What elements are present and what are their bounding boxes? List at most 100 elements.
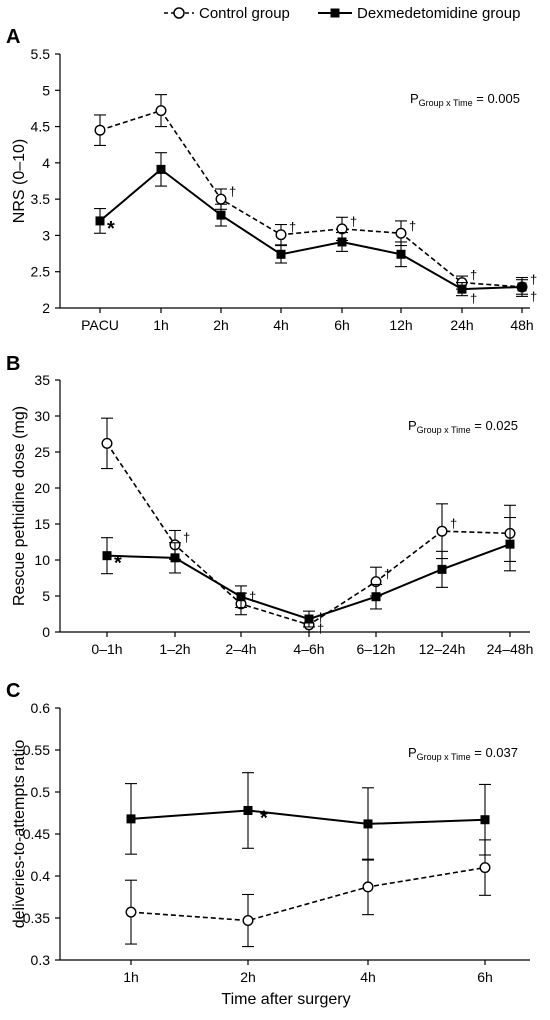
y-tick-label: 0.5 bbox=[31, 784, 51, 800]
data-point-dex bbox=[517, 282, 527, 292]
series-line-control bbox=[99, 109, 523, 288]
x-tick-label: PACU bbox=[81, 317, 119, 333]
x-tick-label: 24–48h bbox=[487, 641, 534, 657]
significance-dagger: † bbox=[470, 268, 477, 283]
data-point-dex bbox=[95, 216, 105, 226]
legend-control-marker bbox=[173, 7, 185, 19]
data-point-control bbox=[242, 915, 254, 927]
legend: Control group Dexmedetomidine group bbox=[164, 5, 520, 22]
data-point-dex bbox=[457, 284, 467, 294]
significance-star: * bbox=[114, 553, 122, 575]
chart-panel-a: A 2 2.5 3 3.5 4 4.5 5 5.5 PACU 1h 2h 4h 6h 12h 24h 48h NR… bbox=[6, 26, 537, 333]
significance-dagger: † bbox=[317, 610, 324, 625]
x-tick-label: 24h bbox=[450, 317, 473, 333]
x-tick-label: 4–6h bbox=[293, 641, 324, 657]
data-point-dex bbox=[276, 249, 286, 259]
data-point-dex bbox=[102, 551, 112, 561]
y-tick-label: 4.5 bbox=[31, 119, 51, 135]
x-tick-label: 48h bbox=[510, 317, 533, 333]
significance-dagger: † bbox=[183, 530, 190, 545]
significance-dagger: † bbox=[229, 184, 236, 199]
data-point-dex bbox=[170, 553, 180, 563]
y-axis-label: deliveries-to-attempts ratio bbox=[11, 740, 28, 929]
y-tick-label: 0.3 bbox=[31, 952, 51, 968]
x-tick-label: 6h bbox=[334, 317, 350, 333]
data-point-control bbox=[94, 124, 106, 136]
data-point-dex bbox=[304, 614, 314, 624]
y-axis-label: NRS (0–10) bbox=[11, 139, 28, 223]
chart-panel-b: B 0 5 10 15 20 25 30 35 0–1h 1–2h 2–4h 4–6h 6–12h 12–2… bbox=[6, 353, 533, 657]
y-tick-label: 0.45 bbox=[23, 826, 50, 842]
data-point-dex bbox=[505, 539, 515, 549]
data-point-control bbox=[479, 862, 491, 874]
data-point-dex bbox=[337, 237, 347, 247]
y-tick-label: 35 bbox=[34, 372, 50, 388]
series-line-dex bbox=[106, 543, 511, 621]
data-point-control bbox=[215, 193, 227, 205]
x-tick-label: 12–24h bbox=[419, 641, 466, 657]
x-tick-label: 4h bbox=[273, 317, 289, 333]
y-tick-label: 5.5 bbox=[31, 46, 51, 62]
significance-dagger: † bbox=[470, 291, 477, 306]
y-tick-label: 20 bbox=[34, 480, 50, 496]
data-point-dex bbox=[156, 164, 166, 174]
significance-star: * bbox=[107, 218, 115, 240]
data-point-dex bbox=[371, 592, 381, 602]
y-tick-label: 25 bbox=[34, 444, 50, 460]
data-point-dex bbox=[216, 210, 226, 220]
significance-dagger: † bbox=[409, 218, 416, 233]
panel-letter: C bbox=[6, 680, 20, 702]
y-tick-label: 0.6 bbox=[31, 700, 51, 716]
significance-dagger: † bbox=[289, 220, 296, 235]
x-tick-label: 6h bbox=[477, 969, 493, 985]
y-tick-label: 3.5 bbox=[31, 191, 51, 207]
data-point-dex bbox=[126, 814, 136, 824]
data-point-dex bbox=[243, 805, 253, 815]
data-point-control bbox=[362, 881, 374, 893]
chart-panel-c: C 0.3 0.35 0.4 0.45 0.5 0.55 0.6 1h 2h 4h 6h deliver… bbox=[6, 680, 530, 985]
x-tick-label: 2h bbox=[240, 969, 256, 985]
data-point-dex bbox=[437, 564, 447, 574]
y-tick-label: 10 bbox=[34, 552, 50, 568]
x-tick-label: 6–12h bbox=[357, 641, 396, 657]
series-line-control bbox=[130, 866, 486, 922]
data-point-control bbox=[275, 229, 287, 241]
significance-dagger: † bbox=[384, 567, 391, 582]
series-line-dex bbox=[99, 168, 523, 291]
y-tick-label: 15 bbox=[34, 516, 50, 532]
y-tick-label: 5 bbox=[42, 82, 50, 98]
legend-dex-label: Dexmedetomidine group bbox=[357, 5, 520, 22]
data-point-dex bbox=[363, 819, 373, 829]
significance-dagger: † bbox=[249, 589, 256, 604]
significance-dagger: † bbox=[350, 214, 357, 229]
panel-letter: A bbox=[6, 26, 20, 48]
data-point-control bbox=[125, 906, 137, 918]
y-tick-label: 5 bbox=[42, 588, 50, 604]
x-tick-label: 4h bbox=[360, 969, 376, 985]
x-tick-label: 1h bbox=[123, 969, 139, 985]
y-tick-label: 2 bbox=[42, 300, 50, 316]
panel-letter: B bbox=[6, 353, 20, 375]
x-tick-label: 2–4h bbox=[225, 641, 256, 657]
data-point-control bbox=[155, 105, 167, 117]
y-tick-label: 2.5 bbox=[31, 264, 51, 280]
x-tick-label: 1–2h bbox=[159, 641, 190, 657]
legend-dex-marker bbox=[330, 8, 340, 18]
p-value-annotation: PGroup x Time = 0.025 bbox=[408, 418, 518, 435]
y-tick-label: 4 bbox=[42, 155, 50, 171]
legend-control-label: Control group bbox=[199, 5, 290, 22]
x-tick-label: 1h bbox=[153, 317, 169, 333]
y-tick-label: 0.35 bbox=[23, 910, 50, 926]
p-value-annotation: PGroup x Time = 0.005 bbox=[410, 91, 520, 108]
y-axis-label: Rescue pethidine dose (mg) bbox=[11, 406, 28, 606]
series-line-control bbox=[106, 442, 511, 626]
y-tick-label: 30 bbox=[34, 408, 50, 424]
y-tick-label: 0 bbox=[42, 624, 50, 640]
significance-dagger: † bbox=[317, 621, 324, 636]
series-line-dex bbox=[130, 809, 486, 825]
data-point-dex bbox=[236, 592, 246, 602]
y-tick-label: 3 bbox=[42, 227, 50, 243]
x-tick-label: 0–1h bbox=[91, 641, 122, 657]
significance-star: * bbox=[260, 807, 268, 829]
